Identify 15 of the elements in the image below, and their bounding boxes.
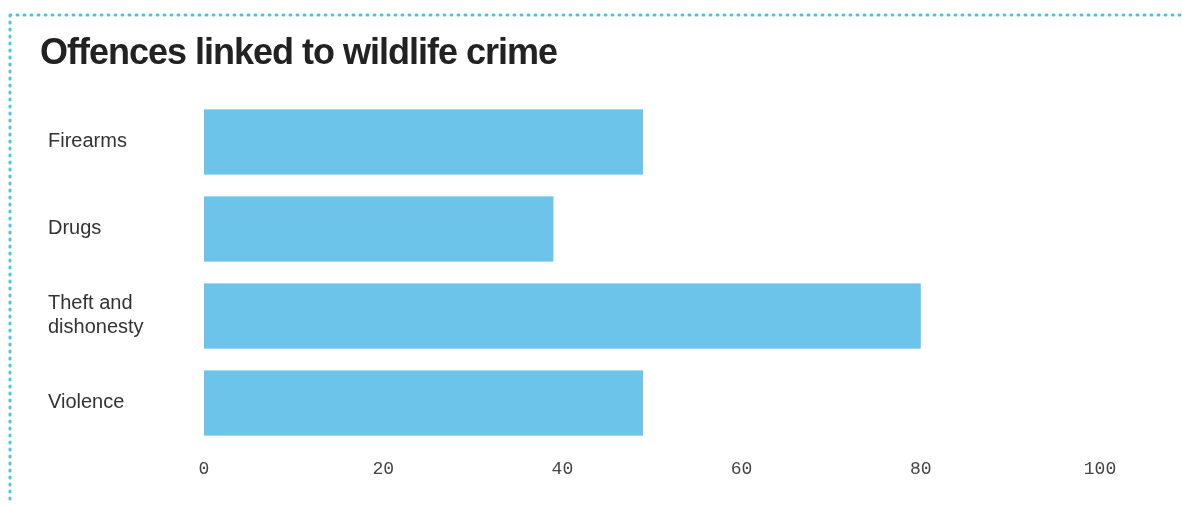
x-tick-label: 40 <box>551 459 574 479</box>
x-tick-label: 20 <box>372 459 394 479</box>
bar <box>204 370 644 436</box>
chart-title: Offences linked to wildlife crime <box>40 31 558 72</box>
bar <box>204 196 554 262</box>
x-tick-label: 80 <box>910 459 932 479</box>
y-tick-label: Violence <box>48 390 125 413</box>
bar <box>204 283 921 349</box>
y-tick-label: Firearms <box>48 129 127 152</box>
bar <box>204 109 644 175</box>
y-tick-label: Drugs <box>48 216 102 239</box>
x-tick-label: 0 <box>198 459 210 479</box>
y-tick-label: Theft and dishonesty <box>48 291 144 338</box>
x-tick-label: 60 <box>730 459 753 479</box>
x-tick-label: 100 <box>1083 459 1117 479</box>
